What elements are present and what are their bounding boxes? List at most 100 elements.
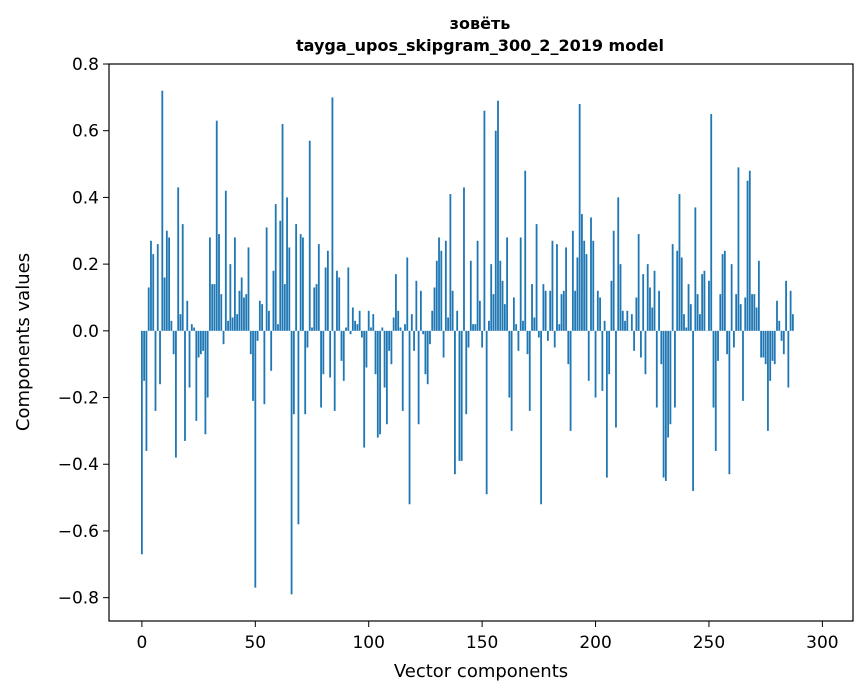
bar-67 [292,330,295,415]
bar-190 [571,230,574,331]
bar-192 [576,257,579,331]
bar-70 [299,234,302,331]
bar-267 [746,180,749,331]
bar-198 [590,217,592,331]
bar-173 [533,317,536,331]
bar-98 [363,330,366,448]
bar-140 [458,330,461,461]
bar-13 [170,320,173,331]
bar-45 [243,297,245,331]
x-tick-label: 200 [579,633,611,653]
bar-271 [755,307,758,331]
bar-153 [488,320,490,331]
bar-9 [161,90,164,331]
bar-163 [510,330,513,431]
bar-222 [644,330,647,375]
bar-118 [408,330,411,505]
bar-40 [231,317,234,331]
bar-156 [494,130,497,331]
bar-90 [345,327,347,331]
bar-34 [218,234,220,331]
bar-194 [581,214,583,331]
bar-88 [340,330,343,361]
bar-214 [626,310,629,331]
bar-132 [440,250,443,331]
bar-97 [361,330,363,338]
bar-177 [542,284,545,331]
bar-143 [465,330,468,415]
bar-274 [762,330,765,358]
bar-220 [640,330,642,358]
bar-84 [331,97,334,331]
bar-235 [674,330,676,408]
bar-252 [712,330,715,408]
bar-204 [603,320,606,331]
bar-103 [374,330,377,375]
bar-61 [279,220,282,331]
bar-219 [637,234,640,331]
bar-229 [660,330,663,365]
bar-10 [163,277,166,331]
bar-20 [186,300,189,331]
bar-255 [719,294,722,331]
bar-225 [651,307,654,331]
bar-188 [567,330,570,365]
bar-8 [159,330,161,385]
bar-284 [785,280,787,331]
bar-114 [399,327,402,331]
bar-203 [601,330,604,391]
bar-41 [233,237,236,331]
bar-265 [742,330,744,401]
bar-18 [181,224,184,331]
bar-239 [683,314,685,331]
bar-73 [306,330,309,348]
bar-237 [678,194,681,331]
y-tick-label: −0.6 [58,522,99,542]
bar-108 [385,330,388,425]
bar-93 [351,307,354,331]
bar-11 [165,230,168,331]
bar-145 [469,260,472,331]
bar-69 [297,330,300,525]
x-axis: 0 50 100 150 200 250 300 [136,621,839,653]
bar-49 [252,330,254,401]
bar-59 [274,204,277,331]
bar-116 [404,324,406,331]
bar-273 [760,330,763,358]
bar-148 [476,240,479,331]
bar-180 [549,290,552,331]
bar-58 [272,270,275,331]
bar-258 [726,330,729,355]
bar-183 [556,244,558,331]
bar-53 [261,304,264,331]
bar-131 [438,237,440,331]
bar-122 [417,330,420,425]
bar-272 [757,260,760,331]
y-tick-label: 0.8 [72,55,99,75]
bar-28 [204,330,207,435]
bar-287 [791,314,794,331]
bar-86 [336,270,338,331]
x-tick-label: 250 [693,633,725,653]
bar-15 [175,330,177,458]
bar-164 [512,297,515,331]
bar-123 [419,290,422,331]
bar-33 [215,120,218,331]
bar-7 [156,244,159,331]
bar-71 [302,237,304,331]
bar-72 [304,330,307,415]
bar-246 [698,314,701,331]
bar-234 [671,244,674,331]
bar-187 [565,247,567,331]
y-axis-label: Components values [13,253,34,431]
bar-64 [286,197,288,331]
bar-32 [213,284,216,331]
bar-191 [574,290,577,331]
bar-110 [390,330,393,365]
bar-236 [676,250,679,331]
bar-230 [662,330,665,478]
bar-134 [444,240,447,331]
bar-102 [372,314,375,331]
bar-206 [608,330,611,375]
bar-151 [483,110,486,331]
